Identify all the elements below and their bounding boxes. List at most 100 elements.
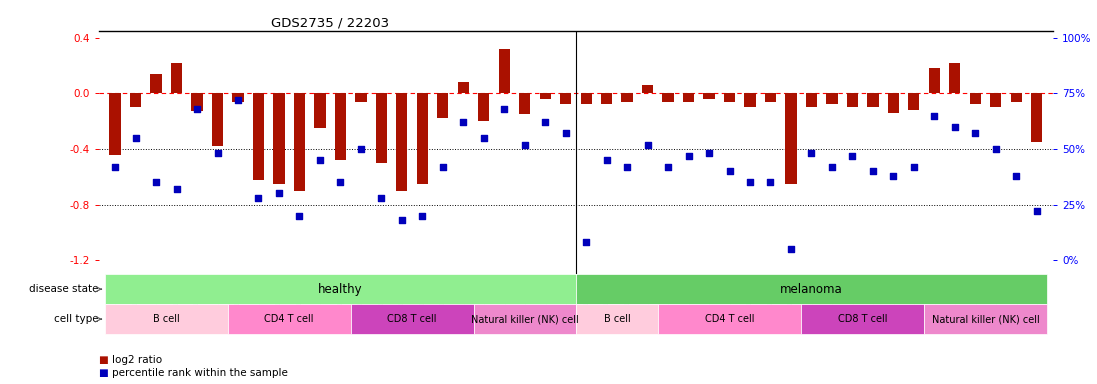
Point: [312, 157, 329, 163]
Bar: [540, 93, 551, 99]
Bar: [335, 93, 346, 160]
Point: [782, 246, 800, 252]
Bar: [474, 304, 576, 334]
Text: B cell: B cell: [603, 314, 631, 324]
Bar: [724, 93, 735, 102]
Bar: [171, 63, 182, 93]
Point: [700, 151, 717, 157]
Bar: [991, 93, 1002, 107]
Point: [926, 113, 943, 119]
Bar: [924, 304, 1047, 334]
Bar: [826, 93, 838, 104]
Bar: [417, 93, 428, 184]
Bar: [576, 274, 1047, 304]
Point: [270, 190, 287, 197]
Bar: [949, 63, 961, 93]
Bar: [105, 274, 576, 304]
Bar: [580, 93, 591, 104]
Point: [1028, 208, 1045, 214]
Bar: [110, 93, 121, 154]
Text: CD4 T cell: CD4 T cell: [264, 314, 314, 324]
Bar: [683, 93, 694, 102]
Text: disease state: disease state: [29, 284, 99, 294]
Bar: [457, 82, 468, 93]
Text: B cell: B cell: [152, 314, 180, 324]
Point: [761, 179, 779, 185]
Bar: [233, 93, 244, 102]
Text: melanoma: melanoma: [780, 283, 842, 296]
Text: cell type: cell type: [54, 314, 99, 324]
Bar: [499, 49, 510, 93]
Point: [987, 146, 1005, 152]
Point: [1007, 172, 1025, 179]
Point: [393, 217, 410, 223]
Bar: [703, 93, 714, 99]
Text: CD8 T cell: CD8 T cell: [387, 314, 437, 324]
Bar: [1010, 93, 1022, 102]
Point: [598, 157, 615, 163]
Point: [352, 146, 370, 152]
Point: [331, 179, 349, 185]
Bar: [129, 93, 142, 107]
Bar: [970, 93, 981, 104]
Text: percentile rank within the sample: percentile rank within the sample: [112, 368, 287, 378]
Point: [189, 106, 206, 112]
Bar: [642, 85, 653, 93]
Point: [864, 168, 882, 174]
Bar: [929, 68, 940, 93]
Point: [229, 97, 247, 103]
Point: [905, 164, 923, 170]
Point: [373, 195, 391, 201]
Point: [742, 179, 759, 185]
Bar: [273, 93, 284, 184]
Bar: [785, 93, 796, 184]
Bar: [294, 93, 305, 191]
Bar: [868, 93, 879, 107]
Bar: [228, 304, 351, 334]
Bar: [658, 304, 801, 334]
Bar: [847, 93, 858, 107]
Text: healthy: healthy: [318, 283, 363, 296]
Text: Natural killer (NK) cell: Natural killer (NK) cell: [931, 314, 1040, 324]
Point: [496, 106, 513, 112]
Bar: [478, 93, 489, 121]
Bar: [765, 93, 776, 102]
Point: [516, 141, 533, 147]
Bar: [396, 93, 407, 191]
Point: [291, 213, 308, 219]
Bar: [1031, 93, 1042, 142]
Point: [844, 152, 861, 159]
Point: [823, 164, 840, 170]
Point: [536, 119, 554, 125]
Bar: [355, 93, 366, 102]
Bar: [191, 93, 203, 111]
Point: [557, 130, 575, 136]
Point: [619, 164, 636, 170]
Bar: [887, 93, 900, 113]
Bar: [376, 93, 387, 163]
Bar: [806, 93, 817, 107]
Text: Natural killer (NK) cell: Natural killer (NK) cell: [471, 314, 578, 324]
Point: [414, 213, 431, 219]
Point: [577, 239, 595, 245]
Point: [250, 195, 268, 201]
Point: [127, 135, 145, 141]
Bar: [576, 304, 658, 334]
Text: log2 ratio: log2 ratio: [112, 355, 162, 365]
Bar: [601, 93, 612, 104]
Bar: [150, 74, 161, 93]
Text: ■: ■: [99, 355, 112, 365]
Bar: [908, 93, 919, 110]
Bar: [252, 93, 264, 180]
Point: [208, 151, 226, 157]
Point: [659, 164, 677, 170]
Point: [147, 179, 165, 185]
Point: [884, 172, 902, 179]
Bar: [351, 304, 474, 334]
Point: [475, 135, 493, 141]
Bar: [519, 93, 530, 114]
Bar: [438, 93, 449, 118]
Bar: [212, 93, 223, 146]
Point: [168, 186, 185, 192]
Text: CD8 T cell: CD8 T cell: [838, 314, 887, 324]
